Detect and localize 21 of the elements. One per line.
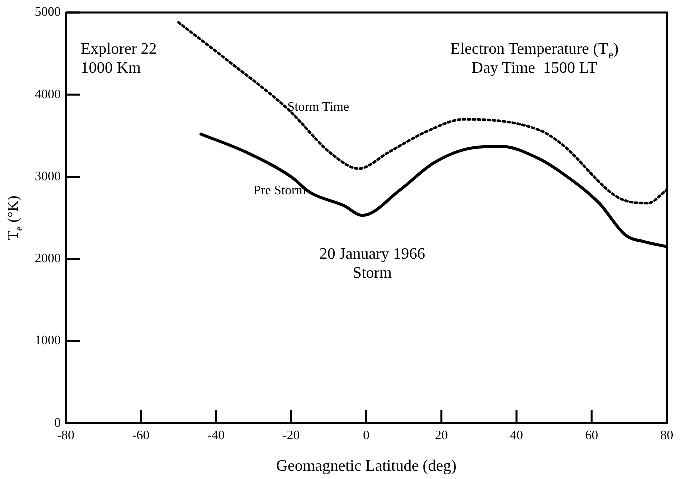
x-tick-label: -80 [57,428,75,443]
x-tick-label: 60 [585,428,598,443]
x-axis-title: Geomagnetic Latitude (deg) [276,458,457,475]
y-axis-title: Te (°K) [6,196,26,240]
x-tick-label: -40 [208,428,225,443]
annotation: Explorer 22 1000 Km [81,40,158,77]
annotation: 20 January 1966 Storm [320,246,426,282]
y-tick-label: 5000 [35,4,61,20]
x-tick-label: 0 [363,428,370,443]
x-tick-label: 80 [660,428,674,443]
y-tick-label: 2000 [35,250,61,266]
y-tick-label: 4000 [35,86,61,102]
x-tick-label: -60 [132,428,150,443]
x-tick-label: 20 [435,428,448,443]
series-label: Storm Time [288,98,350,114]
x-tick-label: -20 [282,428,300,443]
x-tick-label: 40 [510,428,524,443]
y-tick-label: 1000 [35,332,61,348]
y-tick-label: 3000 [35,168,61,184]
series-label: Pre Storm [254,182,306,198]
y-tick-label: 0 [54,414,61,430]
